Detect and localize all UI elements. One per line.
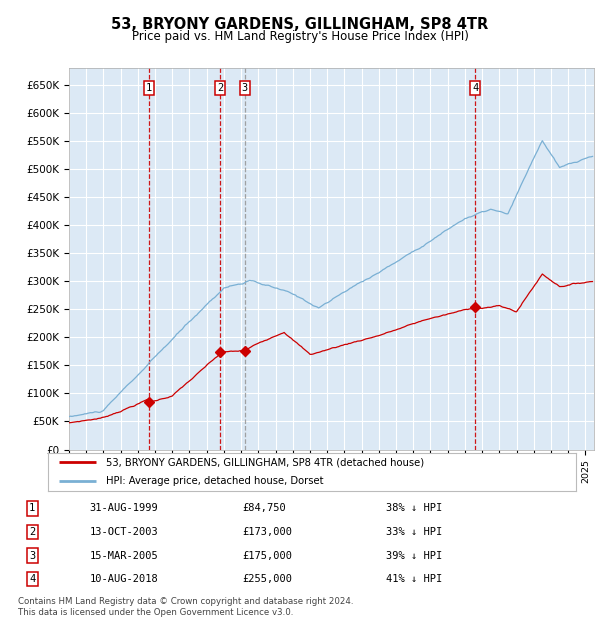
Text: 53, BRYONY GARDENS, GILLINGHAM, SP8 4TR (detached house): 53, BRYONY GARDENS, GILLINGHAM, SP8 4TR … xyxy=(106,457,424,467)
Text: 3: 3 xyxy=(29,551,35,560)
Text: 2: 2 xyxy=(217,83,223,93)
Text: Contains HM Land Registry data © Crown copyright and database right 2024.
This d: Contains HM Land Registry data © Crown c… xyxy=(18,598,353,617)
Text: 4: 4 xyxy=(29,574,35,584)
Text: £84,750: £84,750 xyxy=(242,503,286,513)
Text: 39% ↓ HPI: 39% ↓ HPI xyxy=(386,551,443,560)
Text: 2: 2 xyxy=(29,527,35,537)
Text: £255,000: £255,000 xyxy=(242,574,292,584)
Text: 31-AUG-1999: 31-AUG-1999 xyxy=(90,503,158,513)
Text: Price paid vs. HM Land Registry's House Price Index (HPI): Price paid vs. HM Land Registry's House … xyxy=(131,30,469,43)
Text: 38% ↓ HPI: 38% ↓ HPI xyxy=(386,503,443,513)
Text: 3: 3 xyxy=(242,83,248,93)
Text: HPI: Average price, detached house, Dorset: HPI: Average price, detached house, Dors… xyxy=(106,476,323,487)
Text: £175,000: £175,000 xyxy=(242,551,292,560)
Text: 13-OCT-2003: 13-OCT-2003 xyxy=(90,527,158,537)
Text: 1: 1 xyxy=(29,503,35,513)
Text: 33% ↓ HPI: 33% ↓ HPI xyxy=(386,527,443,537)
Text: 1: 1 xyxy=(146,83,152,93)
Text: 4: 4 xyxy=(472,83,478,93)
Text: 10-AUG-2018: 10-AUG-2018 xyxy=(90,574,158,584)
Text: 53, BRYONY GARDENS, GILLINGHAM, SP8 4TR: 53, BRYONY GARDENS, GILLINGHAM, SP8 4TR xyxy=(112,17,488,32)
Text: 41% ↓ HPI: 41% ↓ HPI xyxy=(386,574,443,584)
Text: £173,000: £173,000 xyxy=(242,527,292,537)
Text: 15-MAR-2005: 15-MAR-2005 xyxy=(90,551,158,560)
